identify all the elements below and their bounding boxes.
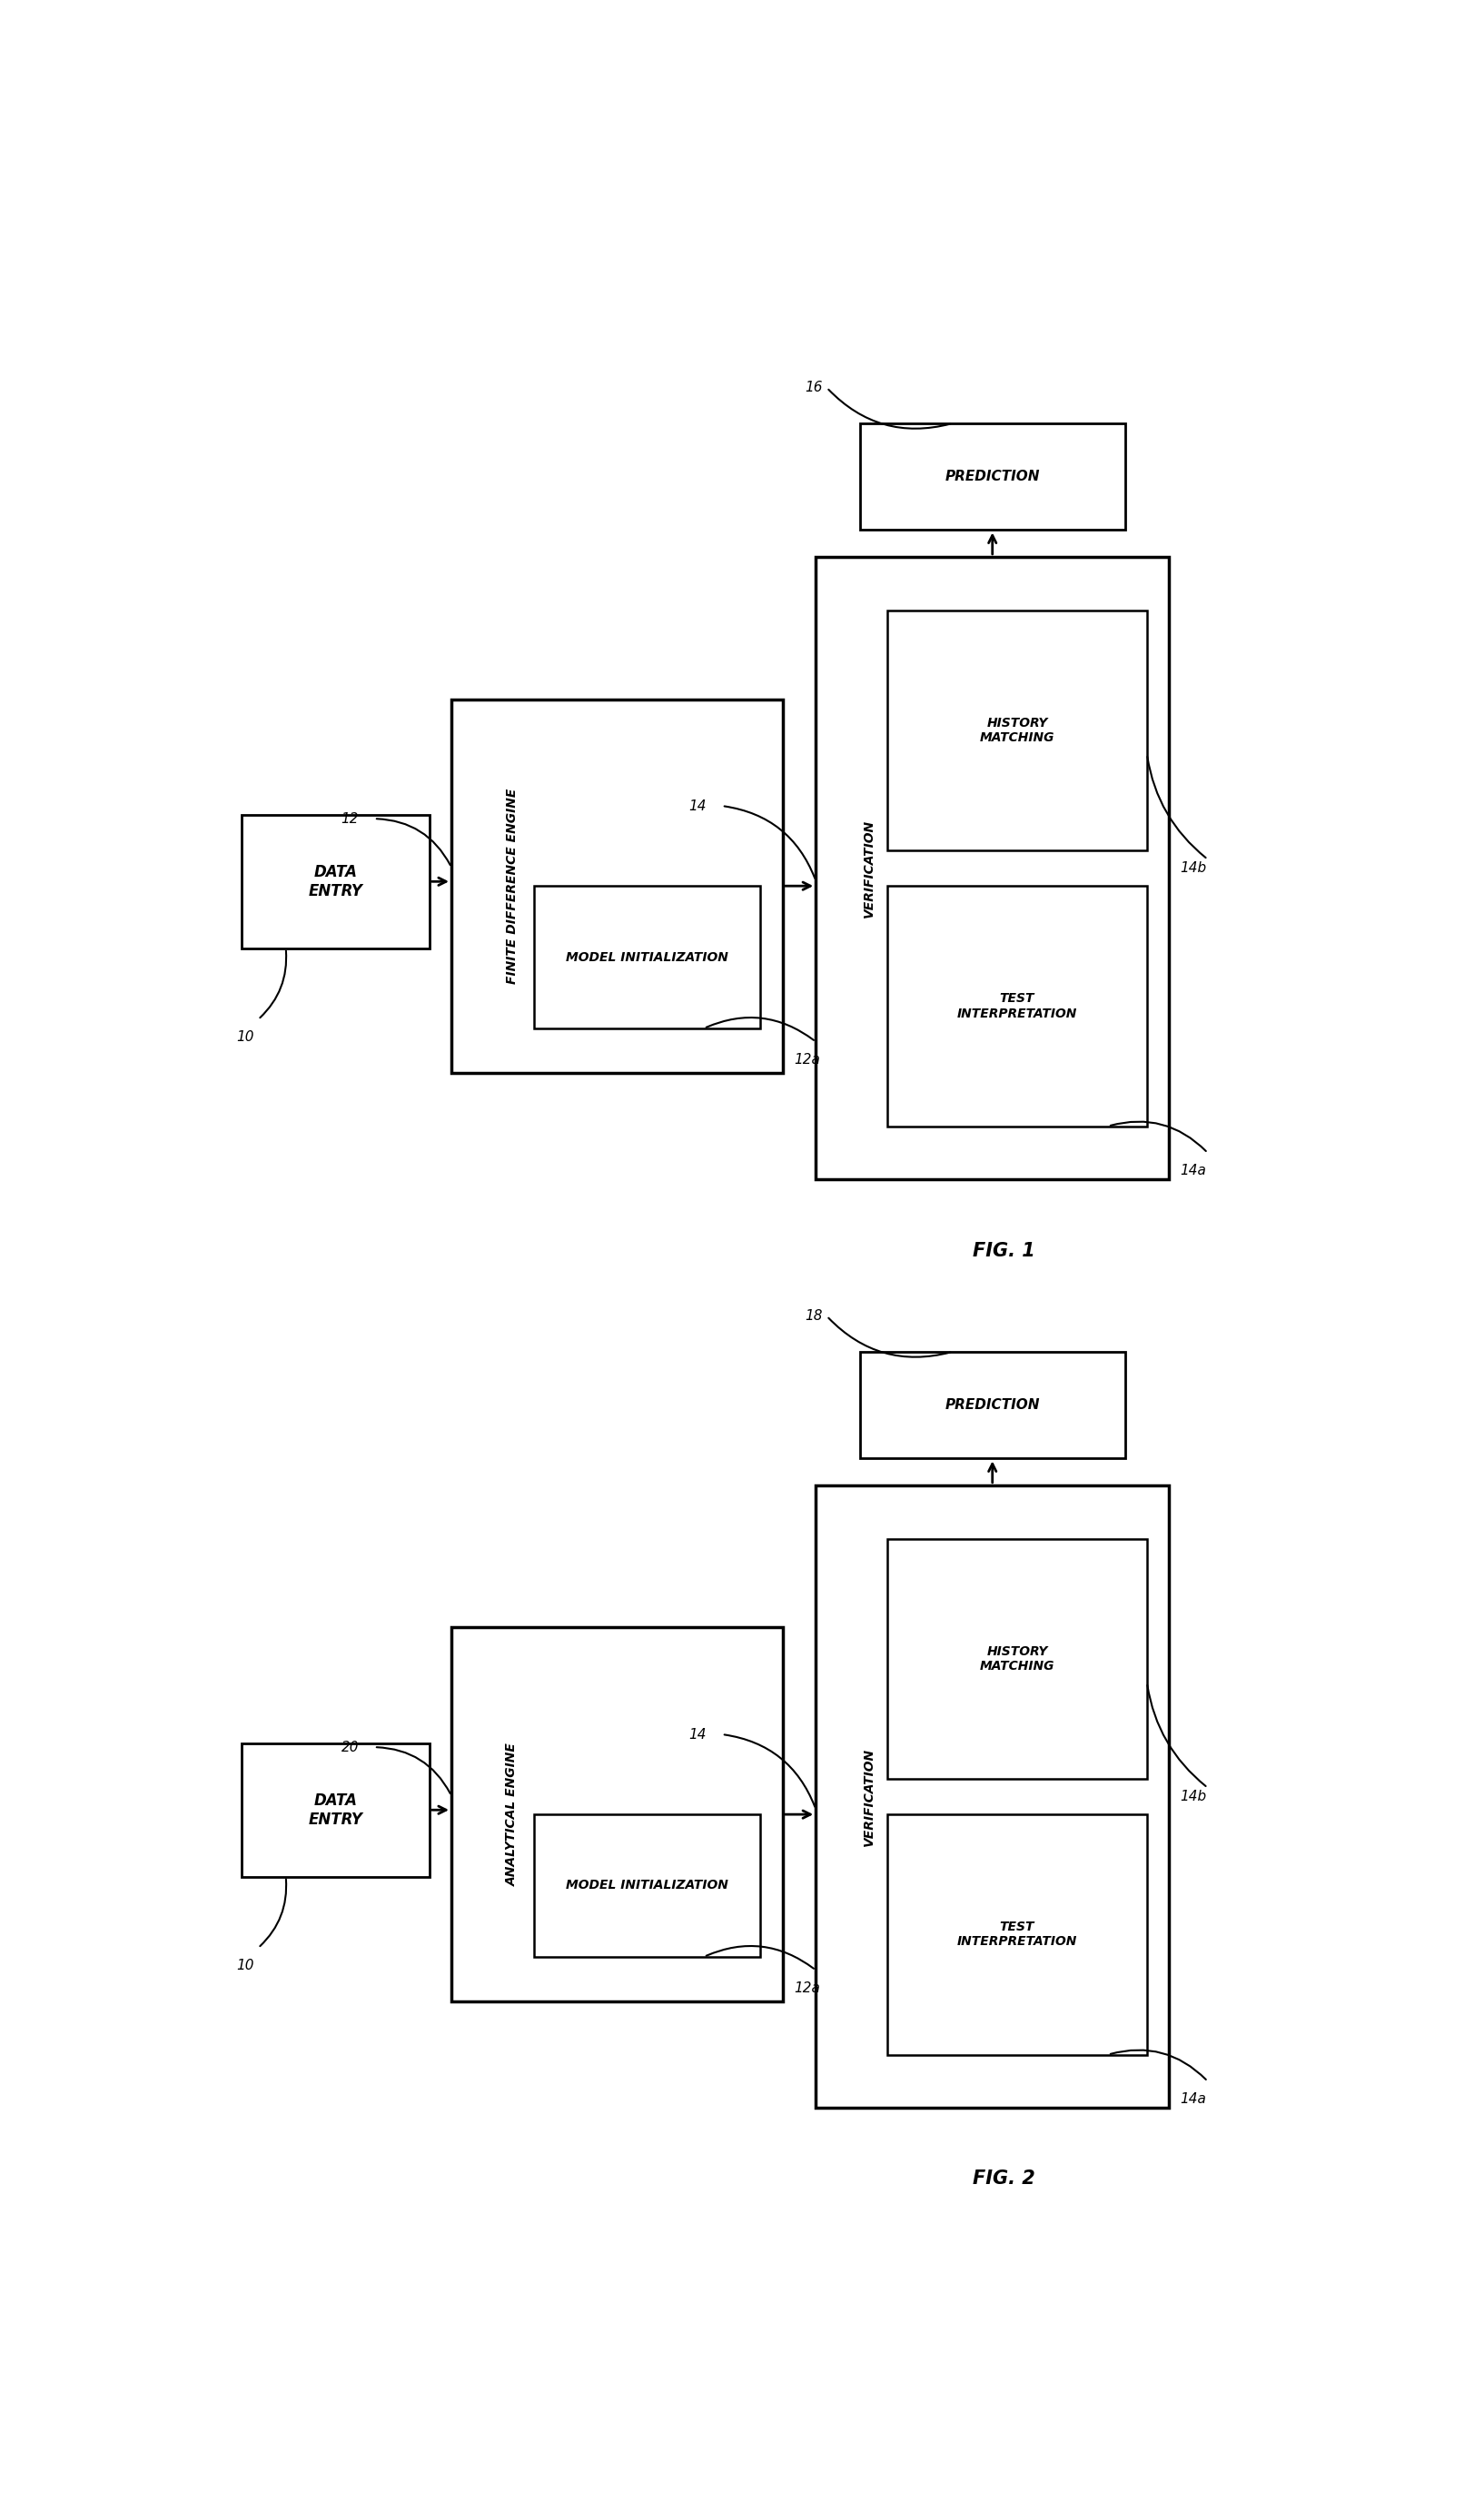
Text: 12a: 12a xyxy=(794,1982,819,1995)
Bar xyxy=(534,1814,760,1957)
Text: 10: 10 xyxy=(236,1030,254,1045)
Text: VERIFICATION: VERIFICATION xyxy=(862,819,876,917)
Text: ANALYTICAL ENGINE: ANALYTICAL ENGINE xyxy=(506,1743,518,1887)
Text: FIG. 1: FIG. 1 xyxy=(972,1241,1034,1259)
Text: DATA
ENTRY: DATA ENTRY xyxy=(309,1794,362,1829)
Text: VERIFICATION: VERIFICATION xyxy=(862,1748,876,1846)
Text: DATA
ENTRY: DATA ENTRY xyxy=(309,864,362,899)
Text: 14b: 14b xyxy=(1180,862,1206,874)
Bar xyxy=(816,558,1169,1181)
Bar xyxy=(887,887,1147,1125)
Bar xyxy=(242,1743,429,1876)
Text: 20: 20 xyxy=(341,1741,359,1753)
Bar xyxy=(451,1628,782,2002)
Bar xyxy=(859,1351,1125,1459)
Text: HISTORY
MATCHING: HISTORY MATCHING xyxy=(979,1645,1055,1673)
Text: 16: 16 xyxy=(804,382,822,394)
Text: PREDICTION: PREDICTION xyxy=(945,470,1040,482)
Text: 12a: 12a xyxy=(794,1053,819,1065)
Text: TEST
INTERPRETATION: TEST INTERPRETATION xyxy=(957,1922,1077,1949)
Bar xyxy=(242,814,429,947)
Bar xyxy=(887,1814,1147,2055)
Bar xyxy=(451,698,782,1073)
Text: PREDICTION: PREDICTION xyxy=(945,1399,1040,1412)
Bar xyxy=(534,887,760,1027)
Text: 12: 12 xyxy=(341,811,359,826)
Text: 14: 14 xyxy=(689,799,706,814)
Text: FIG. 2: FIG. 2 xyxy=(972,2170,1034,2188)
Text: MODEL INITIALIZATION: MODEL INITIALIZATION xyxy=(567,1879,729,1892)
Text: 14a: 14a xyxy=(1180,1163,1206,1178)
Text: 14: 14 xyxy=(689,1728,706,1741)
Bar xyxy=(887,1537,1147,1778)
Text: 10: 10 xyxy=(236,1959,254,1972)
Text: 14b: 14b xyxy=(1180,1789,1206,1804)
Text: MODEL INITIALIZATION: MODEL INITIALIZATION xyxy=(567,950,729,965)
Text: 18: 18 xyxy=(804,1309,822,1324)
Text: HISTORY
MATCHING: HISTORY MATCHING xyxy=(979,716,1055,744)
Text: FINITE DIFFERENCE ENGINE: FINITE DIFFERENCE ENGINE xyxy=(506,789,518,985)
Text: 14a: 14a xyxy=(1180,2092,1206,2105)
Bar xyxy=(816,1485,1169,2108)
Text: TEST
INTERPRETATION: TEST INTERPRETATION xyxy=(957,992,1077,1020)
Bar xyxy=(859,425,1125,530)
Bar xyxy=(887,610,1147,852)
